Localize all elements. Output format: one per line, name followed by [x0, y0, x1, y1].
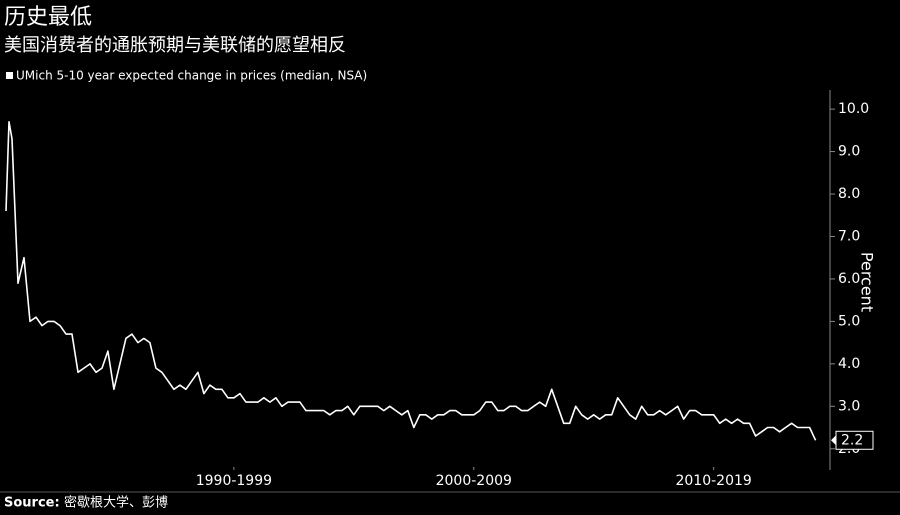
y-tick-label: 6.0	[838, 271, 860, 287]
y-tick-label: 3.0	[838, 398, 860, 414]
y-tick-label: 9.0	[838, 144, 860, 160]
source: 密歇根大学、彭博	[64, 495, 168, 511]
legend-label: UMich 5-10 year expected change in price…	[16, 69, 367, 83]
last-value-label: 2.2	[841, 432, 863, 448]
chart-title: 历史最低	[4, 5, 92, 30]
y-tick-label: 5.0	[838, 313, 860, 329]
source-label: Source:	[4, 496, 60, 511]
last-value-pointer	[831, 435, 836, 446]
series-line	[5, 121, 817, 441]
y-tick-label: 10.0	[838, 101, 869, 117]
x-tick-label: 2000-2009	[436, 473, 512, 489]
x-tick-label: 1990-1999	[196, 473, 272, 489]
y-axis-label: Percent	[858, 252, 877, 312]
y-tick-label: 4.0	[838, 356, 860, 372]
y-tick-label: 8.0	[838, 186, 860, 202]
chart-subtitle: 美国消费者的通胀预期与美联储的愿望相反	[4, 35, 346, 56]
x-tick-label: 2010-2019	[675, 473, 751, 489]
legend-swatch	[6, 72, 13, 79]
y-tick-label: 7.0	[838, 228, 860, 244]
